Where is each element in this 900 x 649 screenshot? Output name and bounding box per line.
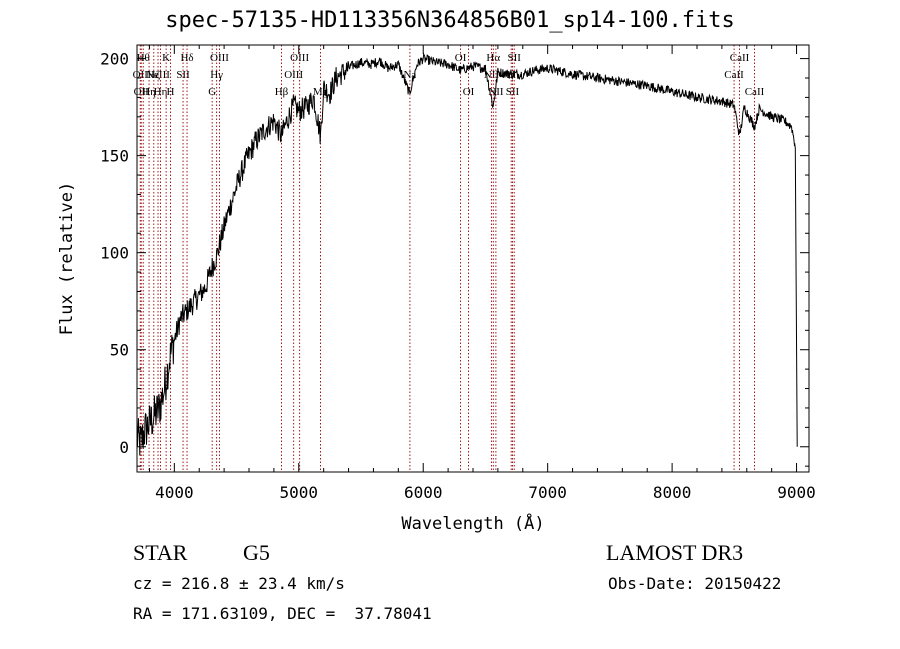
spectrum-line xyxy=(136,52,798,456)
line-label: CaII xyxy=(745,86,765,98)
line-label: OI xyxy=(463,86,475,98)
x-tick-label: 5000 xyxy=(280,483,319,502)
line-label: G xyxy=(208,86,216,98)
line-label: Hζ xyxy=(148,69,161,81)
survey-name: LAMOST DR3 xyxy=(606,540,744,565)
line-label: SII xyxy=(506,86,520,98)
y-tick-label: 0 xyxy=(119,438,129,457)
line-label: OIII xyxy=(284,69,303,81)
line-label: OII xyxy=(133,69,149,81)
line-label: Hβ xyxy=(275,86,289,98)
object-class: STAR xyxy=(133,540,188,565)
plot-frame xyxy=(136,44,810,473)
line-label: OI xyxy=(455,52,467,64)
coordinates: RA = 171.63109, DEC = 37.78041 xyxy=(133,604,432,623)
line-label: H xyxy=(166,86,174,98)
line-label: NeIII xyxy=(146,69,170,81)
subclass: G5 xyxy=(243,540,270,565)
line-label: CaII xyxy=(730,52,750,64)
x-tick-label: 7000 xyxy=(528,483,567,502)
x-tick-label: 9000 xyxy=(777,483,816,502)
line-label: OIII xyxy=(290,52,309,64)
obs-date: Obs-Date: 20150422 xyxy=(608,574,782,593)
line-label: Hα xyxy=(486,52,500,64)
x-tick-label: 6000 xyxy=(404,483,443,502)
y-axis-label: Flux (relative) xyxy=(57,182,77,336)
line-label: NII xyxy=(488,86,504,98)
line-label: K xyxy=(162,52,170,64)
x-tick-label: 4000 xyxy=(155,483,194,502)
y-tick-label: 100 xyxy=(100,244,129,263)
line-label: CaII xyxy=(724,69,744,81)
y-tick-label: 150 xyxy=(100,147,129,166)
x-tick-label: 8000 xyxy=(653,483,692,502)
line-label: SII xyxy=(176,69,190,81)
x-axis-label: Wavelength (Å) xyxy=(401,512,544,534)
chart-title: spec-57135-HD113356N364856B01_sp14-100.f… xyxy=(165,8,735,33)
line-label: Hη xyxy=(142,86,156,98)
y-tick-label: 50 xyxy=(110,341,129,360)
y-tick-label: 200 xyxy=(100,50,129,69)
line-label: Hη xyxy=(154,86,168,98)
line-label: Hγ xyxy=(210,69,223,81)
line-label: OIII xyxy=(210,52,229,64)
redshift-value: cz = 216.8 ± 23.4 km/s xyxy=(133,574,345,593)
line-label: SII xyxy=(507,52,521,64)
line-label: Hδ xyxy=(180,52,193,64)
line-label: Hθ xyxy=(137,52,150,64)
